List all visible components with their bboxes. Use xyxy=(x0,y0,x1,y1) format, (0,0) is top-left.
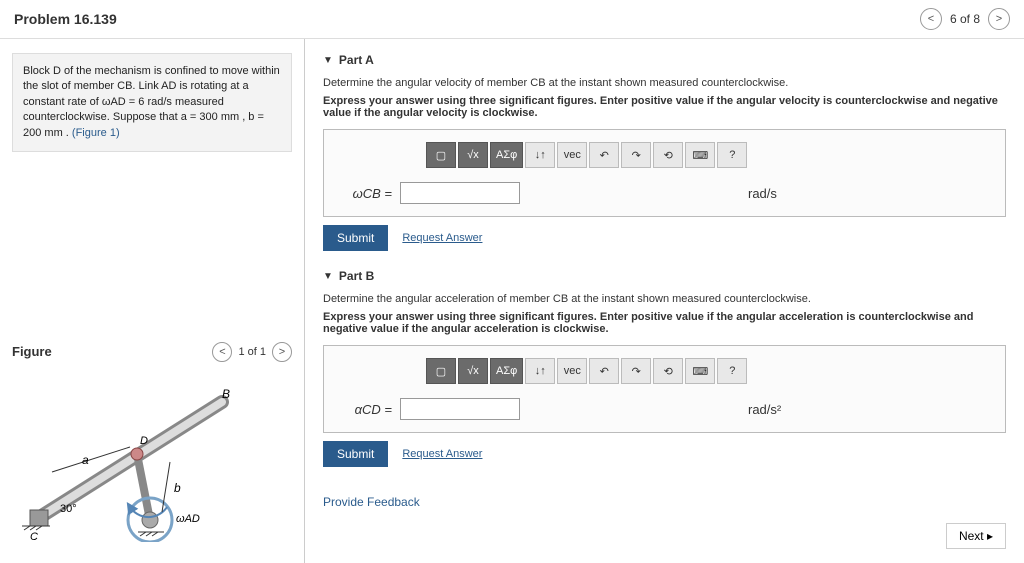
tb-vec-button[interactable]: vec xyxy=(557,142,587,168)
tb-help-icon[interactable]: ? xyxy=(717,142,747,168)
tb-help-icon[interactable]: ? xyxy=(717,358,747,384)
part-b-section: ▼ Part B Determine the angular accelerat… xyxy=(323,269,1006,467)
svg-text:C: C xyxy=(30,531,38,542)
problem-count: 6 of 8 xyxy=(950,12,980,26)
tb-redo-icon[interactable]: ↷ xyxy=(621,142,651,168)
part-a-caret-icon[interactable]: ▼ xyxy=(323,55,333,66)
problem-prompt: Block D of the mechanism is confined to … xyxy=(12,53,292,152)
tb-greek-icon[interactable]: ΑΣφ xyxy=(490,142,523,168)
svg-text:D: D xyxy=(140,435,148,447)
tb-reset-icon[interactable]: ⟲ xyxy=(653,142,683,168)
prev-problem-button[interactable]: < xyxy=(920,8,942,30)
part-a-desc: Determine the angular velocity of member… xyxy=(323,77,1006,89)
mechanism-svg: a b B D 30° C A ωAD xyxy=(22,372,282,542)
problem-nav: < 6 of 8 > xyxy=(920,8,1010,30)
tb-keyboard-icon[interactable]: ⌨ xyxy=(685,358,715,384)
tb-undo-icon[interactable]: ↶ xyxy=(589,142,619,168)
tb-sqrt-icon[interactable]: √x xyxy=(458,358,488,384)
part-b-submit-button[interactable]: Submit xyxy=(323,441,388,467)
figure-count: 1 of 1 xyxy=(238,346,266,358)
figure-nav: < 1 of 1 > xyxy=(212,342,292,362)
part-b-caret-icon[interactable]: ▼ xyxy=(323,271,333,282)
tb-templates-icon[interactable]: ▢ xyxy=(426,358,456,384)
tb-vec-button[interactable]: vec xyxy=(557,358,587,384)
part-a-unit: rad/s xyxy=(748,186,777,201)
part-a-toolbar: ▢ √x ΑΣφ ↓↑ vec ↶ ↷ ⟲ ⌨ ? xyxy=(426,142,993,168)
part-a-instr: Express your answer using three signific… xyxy=(323,95,1006,119)
figure-next-button[interactable]: > xyxy=(272,342,292,362)
svg-text:30°: 30° xyxy=(60,503,77,515)
part-a-answer-input[interactable] xyxy=(400,182,520,204)
part-b-unit: rad/s² xyxy=(748,402,781,417)
part-a-section: ▼ Part A Determine the angular velocity … xyxy=(323,53,1006,251)
tb-sqrt-icon[interactable]: √x xyxy=(458,142,488,168)
part-a-title: Part A xyxy=(339,53,374,67)
part-b-answer-box: ▢ √x ΑΣφ ↓↑ vec ↶ ↷ ⟲ ⌨ ? αCD = r xyxy=(323,345,1006,433)
tb-keyboard-icon[interactable]: ⌨ xyxy=(685,142,715,168)
tb-redo-icon[interactable]: ↷ xyxy=(621,358,651,384)
tb-greek-icon[interactable]: ΑΣφ xyxy=(490,358,523,384)
part-a-submit-button[interactable]: Submit xyxy=(323,225,388,251)
prompt-text: Block D of the mechanism is confined to … xyxy=(23,65,280,139)
tb-reset-icon[interactable]: ⟲ xyxy=(653,358,683,384)
part-b-answer-input[interactable] xyxy=(400,398,520,420)
part-a-var-label: ωCB = xyxy=(350,186,392,201)
tb-undo-icon[interactable]: ↶ xyxy=(589,358,619,384)
tb-subscript-icon[interactable]: ↓↑ xyxy=(525,358,555,384)
svg-text:B: B xyxy=(222,387,230,401)
part-b-request-link[interactable]: Request Answer xyxy=(402,448,482,460)
tb-templates-icon[interactable]: ▢ xyxy=(426,142,456,168)
next-problem-button[interactable]: > xyxy=(988,8,1010,30)
left-panel: Block D of the mechanism is confined to … xyxy=(0,39,305,563)
svg-text:a: a xyxy=(82,453,89,467)
part-b-desc: Determine the angular acceleration of me… xyxy=(323,293,1006,305)
part-b-toolbar: ▢ √x ΑΣφ ↓↑ vec ↶ ↷ ⟲ ⌨ ? xyxy=(426,358,993,384)
right-panel: ▼ Part A Determine the angular velocity … xyxy=(305,39,1024,563)
figure-title: Figure xyxy=(12,344,52,359)
part-b-instr: Express your answer using three signific… xyxy=(323,311,1006,335)
part-b-var-label: αCD = xyxy=(350,402,392,417)
feedback-link[interactable]: Provide Feedback xyxy=(323,495,420,509)
svg-text:ωAD: ωAD xyxy=(176,513,200,525)
next-button[interactable]: Next ▸ xyxy=(946,523,1006,549)
figure-diagram: a b B D 30° C A ωAD xyxy=(12,372,292,542)
part-a-request-link[interactable]: Request Answer xyxy=(402,232,482,244)
problem-title: Problem 16.139 xyxy=(14,11,117,27)
figure-header: Figure < 1 of 1 > xyxy=(12,342,292,362)
figure-prev-button[interactable]: < xyxy=(212,342,232,362)
tb-subscript-icon[interactable]: ↓↑ xyxy=(525,142,555,168)
part-a-answer-box: ▢ √x ΑΣφ ↓↑ vec ↶ ↷ ⟲ ⌨ ? ωCB = r xyxy=(323,129,1006,217)
figure-link[interactable]: (Figure 1) xyxy=(72,127,120,139)
part-b-title: Part B xyxy=(339,269,374,283)
svg-text:b: b xyxy=(174,481,181,495)
page-header: Problem 16.139 < 6 of 8 > xyxy=(0,0,1024,39)
